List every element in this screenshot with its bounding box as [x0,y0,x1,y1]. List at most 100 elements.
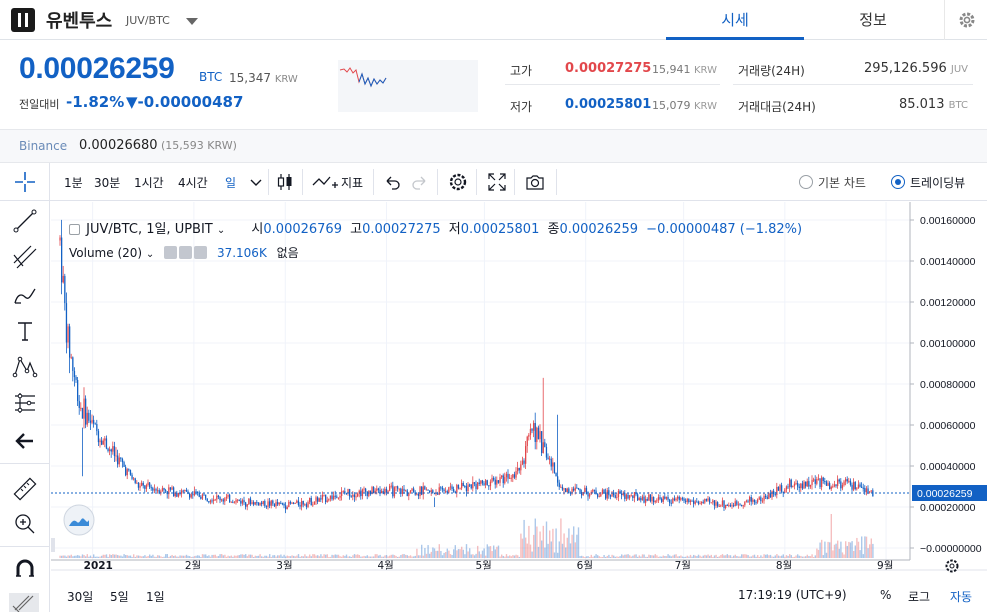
camera-icon[interactable] [524,171,546,193]
legend-symbol[interactable]: JUV/BTC, 1일, UPBIT [86,222,213,237]
time-axis[interactable]: 2021 2월 3월 4월 5월 6월 7월 8월 9월 [84,560,894,572]
tradingview-label[interactable]: 트레이딩뷰 [910,176,966,190]
x-tick-label: 7월 [675,560,691,572]
candle-body [150,487,152,489]
fullscreen-icon[interactable] [486,171,508,193]
candle-body [720,505,722,507]
candle-body [557,476,559,483]
candle-body [725,504,727,509]
collapse-legend-icon[interactable] [69,224,80,235]
settings-button[interactable] [944,0,987,40]
coin-name: 유벤투스 [46,11,113,32]
tradingview-logo[interactable] [63,504,95,536]
candle-body [184,489,186,491]
undo-icon[interactable] [381,171,403,193]
interval-1day[interactable]: 일 [225,176,237,190]
percent-toggle[interactable]: % [880,588,892,602]
close-icon[interactable] [194,246,208,259]
pattern-icon[interactable] [11,353,39,381]
volume-bar [870,538,872,558]
y-tick-label: 0.00040000 [920,461,976,473]
auto-toggle[interactable]: 자동 [950,590,973,604]
gear-icon[interactable] [179,246,193,259]
volume-bar [221,554,223,558]
volume-bar [377,555,380,558]
text-tool-icon[interactable] [11,317,39,345]
volume-bar [518,556,520,558]
magnet-icon[interactable] [11,556,39,584]
prediction-icon[interactable] [11,389,39,417]
volume-bar [190,556,192,558]
volume-bar [520,533,522,558]
trend-line-icon[interactable] [11,207,39,235]
volume-bar [411,556,413,558]
range-1d[interactable]: 1일 [146,590,165,604]
candle-body [208,501,210,503]
candle-body [833,484,836,487]
candle-body [384,488,386,494]
chart-area[interactable]: 0.00160000 0.00140000 0.00120000 0.00100000… [51,202,987,612]
candle-type-icon[interactable] [274,171,296,193]
tab-info[interactable]: 정보 [859,11,887,29]
volume-bar [168,556,170,558]
volume-bar [389,555,391,558]
brush-icon[interactable] [11,281,39,309]
basic-chart-radio[interactable] [799,175,813,189]
volume-bar [59,555,61,558]
zoom-in-icon[interactable] [11,510,39,538]
interval-1hour[interactable]: 1시간 [134,176,164,190]
back-arrow-icon[interactable] [11,427,39,455]
volume-bar [78,555,80,558]
price-axis[interactable]: 0.00160000 0.00140000 0.00120000 0.00100000… [910,215,982,555]
collapse-handle[interactable] [51,538,55,552]
sparkline-line-down [358,72,387,88]
candle-body [651,496,653,502]
candle-body [507,473,509,479]
basic-chart-label[interactable]: 기본 차트 [818,176,866,190]
redo-icon[interactable] [409,171,431,193]
interval-chevron-down-icon[interactable] [245,171,267,193]
volume-bar [557,552,559,558]
clock-time[interactable]: 17:19:19 (UTC+9) [738,588,847,602]
candle-body [795,483,797,485]
candle-body [661,498,663,502]
volume-bar [94,556,96,558]
volume-chevron-down-icon[interactable]: ⌄ [145,249,155,260]
volume-bar [102,554,104,558]
fib-lines-icon[interactable] [11,243,39,271]
volume-bar [457,549,460,558]
log-toggle[interactable]: 로그 [908,590,931,604]
interval-30min[interactable]: 30분 [94,176,121,190]
legend-chevron-down-icon[interactable]: ⌄ [216,225,226,236]
chart-settings-gear-icon[interactable] [447,171,469,193]
crosshair-button[interactable] [0,163,50,201]
indicator-button[interactable]: 지표 [341,176,364,190]
candle-body [201,494,204,499]
volume-bar [313,554,316,558]
lock-drawings-button[interactable] [9,593,39,612]
indicator-icon[interactable] [311,171,339,193]
candlestick-chart[interactable]: 0.00160000 0.00140000 0.00120000 0.00100000… [51,202,987,612]
eye-icon[interactable] [164,246,178,259]
tab-price[interactable]: 시세 [666,0,804,40]
coin-dropdown-icon[interactable] [186,18,198,25]
range-30d[interactable]: 30일 [67,590,94,604]
volume-bar [709,555,711,558]
range-5d[interactable]: 5일 [110,590,129,604]
candle-body [841,485,844,489]
ruler-icon[interactable] [11,475,39,503]
candle-body [241,500,244,504]
candle-body [233,502,236,504]
axis-settings-gear-icon[interactable] [942,556,962,576]
candle-body [96,424,98,432]
interval-4hour[interactable]: 4시간 [178,176,208,190]
candle-body [673,498,676,501]
interval-1min[interactable]: 1분 [64,176,83,190]
candle-body [811,479,813,485]
candle-body [286,507,288,510]
volume-bar [403,554,405,558]
high-krw: 15,941 KRW [652,63,717,76]
volume-legend-label[interactable]: Volume (20) [69,246,143,260]
tradingview-radio[interactable] [891,175,905,189]
candle-body [797,483,799,487]
